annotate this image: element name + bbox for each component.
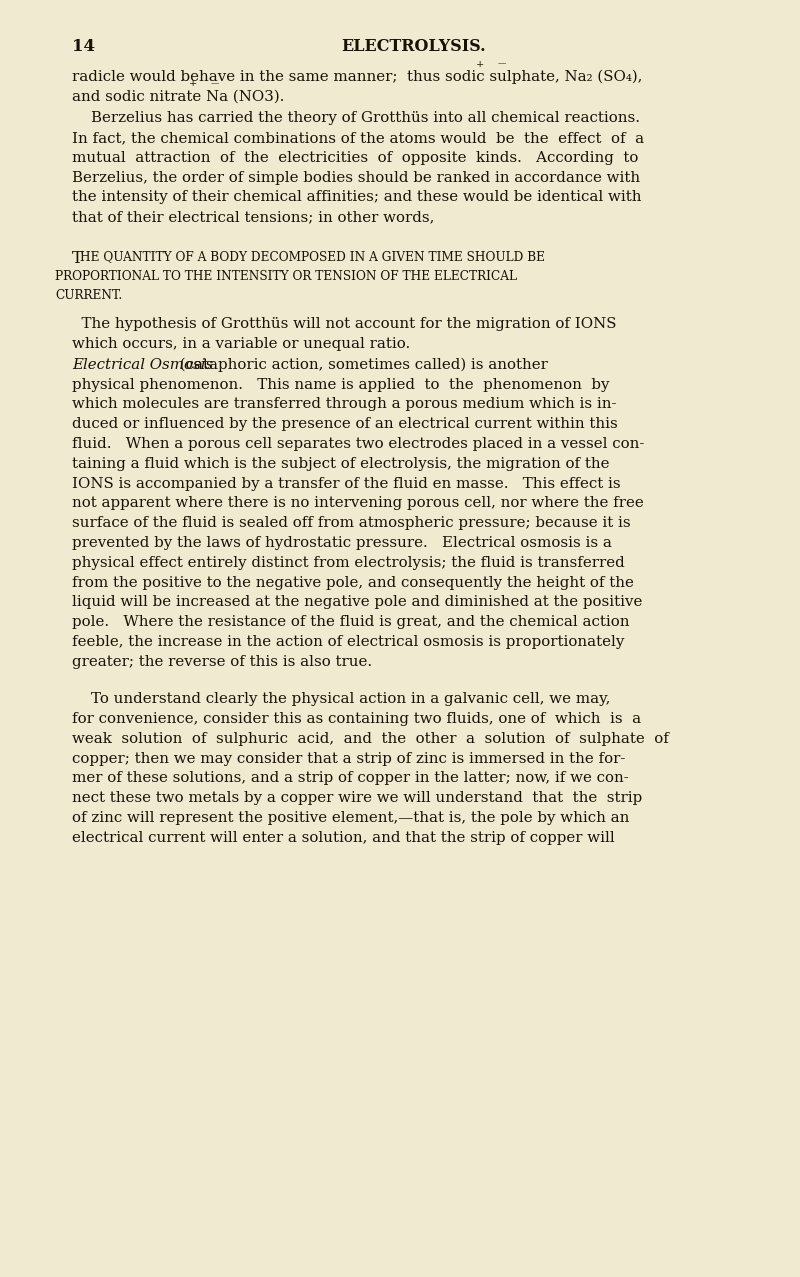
- Text: —: —: [498, 60, 506, 68]
- Text: T: T: [72, 250, 83, 267]
- Text: HE QUANTITY OF A BODY DECOMPOSED IN A GIVEN TIME SHOULD BE: HE QUANTITY OF A BODY DECOMPOSED IN A GI…: [79, 250, 545, 263]
- Text: nect these two metals by a copper wire we will understand  that  the  strip: nect these two metals by a copper wire w…: [72, 792, 642, 806]
- Text: which occurs, in a variable or unequal ratio.: which occurs, in a variable or unequal r…: [72, 337, 410, 351]
- Text: greater; the reverse of this is also true.: greater; the reverse of this is also tru…: [72, 655, 372, 669]
- Text: not apparent where there is no intervening porous cell, nor where the free: not apparent where there is no interveni…: [72, 497, 644, 511]
- Text: radicle would behave in the same manner;  thus sodic sulphate, Na₂ (SO₄),: radicle would behave in the same manner;…: [72, 70, 642, 84]
- Text: liquid will be increased at the negative pole and diminished at the positive: liquid will be increased at the negative…: [72, 595, 642, 609]
- Text: duced or influenced by the presence of an electrical current within this: duced or influenced by the presence of a…: [72, 418, 618, 432]
- Text: Berzelius, the order of simple bodies should be ranked in accordance with: Berzelius, the order of simple bodies sh…: [72, 171, 640, 185]
- Text: In fact, the chemical combinations of the atoms would  be  the  effect  of  a: In fact, the chemical combinations of th…: [72, 132, 644, 146]
- Text: ELECTROLYSIS.: ELECTROLYSIS.: [341, 38, 486, 55]
- Text: surface of the fluid is sealed off from atmospheric pressure; because it is: surface of the fluid is sealed off from …: [72, 516, 630, 530]
- Text: —: —: [210, 79, 218, 88]
- Text: mutual  attraction  of  the  electricities  of  opposite  kinds.   According  to: mutual attraction of the electricities o…: [72, 151, 638, 165]
- Text: that of their electrical tensions; in other words,: that of their electrical tensions; in ot…: [72, 211, 434, 225]
- Text: To understand clearly the physical action in a galvanic cell, we may,: To understand clearly the physical actio…: [72, 692, 610, 706]
- Text: physical effect entirely distinct from electrolysis; the fluid is transferred: physical effect entirely distinct from e…: [72, 555, 625, 570]
- Text: which molecules are transferred through a porous medium which is in-: which molecules are transferred through …: [72, 397, 617, 411]
- Text: +: +: [189, 79, 197, 88]
- Text: prevented by the laws of hydrostatic pressure.   Electrical osmosis is a: prevented by the laws of hydrostatic pre…: [72, 536, 612, 550]
- Text: taining a fluid which is the subject of electrolysis, the migration of the: taining a fluid which is the subject of …: [72, 457, 610, 471]
- Text: feeble, the increase in the action of electrical osmosis is proportionately: feeble, the increase in the action of el…: [72, 635, 624, 649]
- Text: copper; then we may consider that a strip of zinc is immersed in the for-: copper; then we may consider that a stri…: [72, 752, 626, 766]
- Text: and sodic nitrate Na (NO3).: and sodic nitrate Na (NO3).: [72, 89, 284, 103]
- Text: from the positive to the negative pole, and consequently the height of the: from the positive to the negative pole, …: [72, 576, 634, 590]
- Text: electrical current will enter a solution, and that the strip of copper will: electrical current will enter a solution…: [72, 831, 614, 845]
- Text: The hypothesis of Grotthüs will not account for the migration of IONS: The hypothesis of Grotthüs will not acco…: [72, 317, 617, 331]
- Text: 14: 14: [72, 38, 95, 55]
- Text: Electrical Osmosis: Electrical Osmosis: [72, 358, 214, 372]
- Text: fluid.   When a porous cell separates two electrodes placed in a vessel con-: fluid. When a porous cell separates two …: [72, 437, 644, 451]
- Text: the intensity of their chemical affinities; and these would be identical with: the intensity of their chemical affiniti…: [72, 190, 642, 204]
- Text: for convenience, consider this as containing two fluids, one of  which  is  a: for convenience, consider this as contai…: [72, 713, 641, 725]
- Text: +: +: [476, 60, 484, 69]
- Text: pole.   Where the resistance of the fluid is great, and the chemical action: pole. Where the resistance of the fluid …: [72, 616, 630, 630]
- Text: PROPORTIONAL TO THE INTENSITY OR TENSION OF THE ELECTRICAL: PROPORTIONAL TO THE INTENSITY OR TENSION…: [55, 269, 517, 282]
- Text: Berzelius has carried the theory of Grotthüs into all chemical reactions.: Berzelius has carried the theory of Grot…: [72, 111, 640, 125]
- Text: CURRENT.: CURRENT.: [55, 290, 122, 303]
- Text: physical phenomenon.   This name is applied  to  the  phenomenon  by: physical phenomenon. This name is applie…: [72, 378, 610, 392]
- Text: (cataphoric action, sometimes called) is another: (cataphoric action, sometimes called) is…: [174, 358, 547, 372]
- Text: IONS is accompanied by a transfer of the fluid en masse.   This effect is: IONS is accompanied by a transfer of the…: [72, 476, 621, 490]
- Text: weak  solution  of  sulphuric  acid,  and  the  other  a  solution  of  sulphate: weak solution of sulphuric acid, and the…: [72, 732, 669, 746]
- Text: of zinc will represent the positive element,—that is, the pole by which an: of zinc will represent the positive elem…: [72, 811, 630, 825]
- Text: mer of these solutions, and a strip of copper in the latter; now, if we con-: mer of these solutions, and a strip of c…: [72, 771, 629, 785]
